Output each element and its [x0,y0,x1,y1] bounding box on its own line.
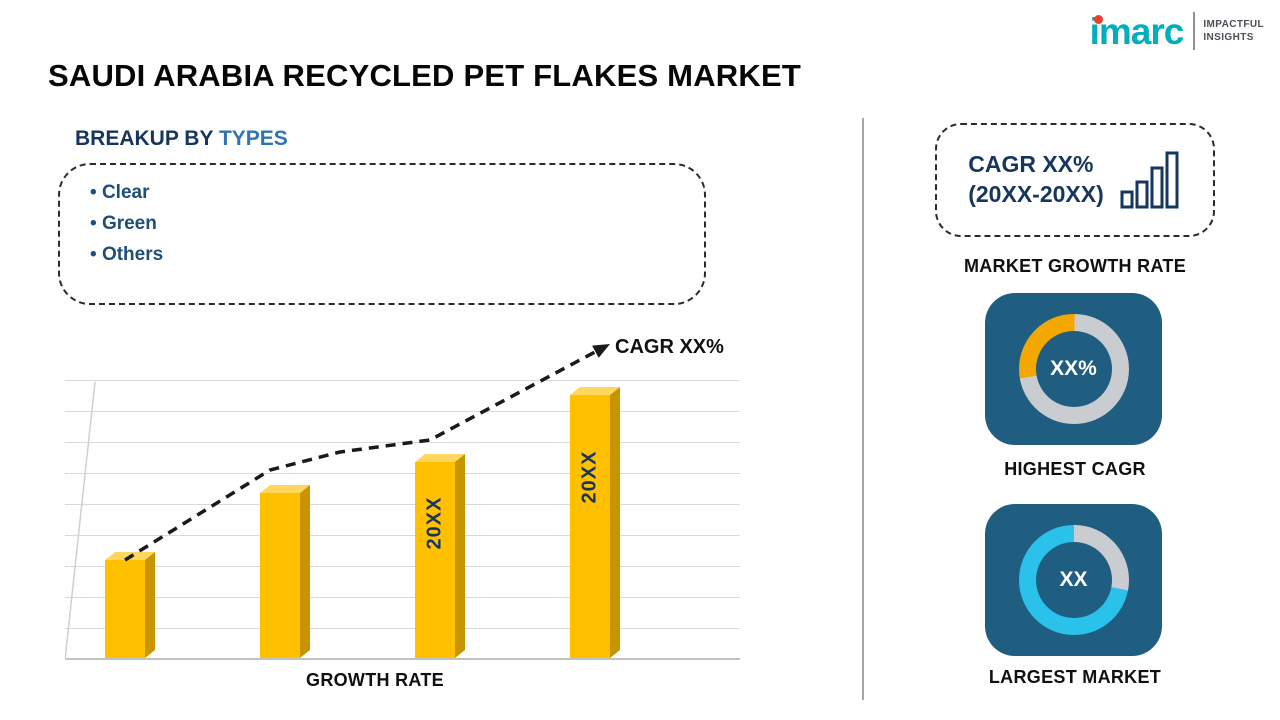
breakup-heading-prefix: BREAKUP BY [75,127,214,150]
donut-value: XX% [1050,357,1097,380]
cagr-annotation: CAGR XX% [615,336,724,358]
bar: 20XX [415,462,455,658]
bar-chart-icon [1120,151,1179,209]
list-item: Green [90,208,674,239]
largest-market-label: LARGEST MARKET [988,667,1162,687]
tagline-line2: INSIGHTS [1203,32,1254,43]
highest-cagr-card: XX% [985,293,1162,445]
market-growth-box: CAGR XX% (20XX-20XX) [935,123,1215,237]
breakup-heading-highlight: TYPES [218,127,288,150]
logo-divider [1193,12,1196,50]
breakup-types-box: Clear Green Others [58,163,706,305]
page-title: SAUDI ARABIA RECYCLED PET FLAKES MARKET [48,58,801,93]
donut-chart: XX% [1018,314,1129,424]
largest-market-card: XX [985,504,1162,656]
chart-grid: 20XX 20XX [65,380,740,660]
x-axis-label: GROWTH RATE [306,670,444,690]
donut-value: XX [1059,568,1088,591]
logo-tagline: IMPACTFUL INSIGHTS [1203,18,1264,44]
market-growth-rate-label: MARKET GROWTH RATE [963,256,1187,276]
imarc-brand-text: imarc [1089,10,1185,52]
brand-red-dot-icon [1093,14,1103,24]
bar [260,493,300,658]
donut-chart: XX [1018,525,1129,635]
trend-arrow-icon [65,344,610,661]
tagline-line1: IMPACTFUL [1203,19,1264,30]
highest-cagr-label: HIGHEST CAGR [1004,459,1146,479]
growth-rate-chart: 20XX 20XX CAGR XX% GROWTH RATE [65,330,755,698]
list-item: Clear [90,177,674,208]
breakup-heading: BREAKUP BY TYPES [75,127,288,151]
imarc-logo: imarc IMPACTFUL INSIGHTS [1090,12,1264,50]
market-growth-text: CAGR XX% (20XX-20XX) [968,150,1104,210]
section-divider [862,118,864,700]
cagr-line2: (20XX-20XX) [968,181,1104,207]
brand-wordmark: imarc [1089,10,1185,52]
list-item: Others [90,239,674,270]
bar: 20XX [570,395,610,658]
bar [105,560,145,658]
cagr-line1: CAGR XX% [968,151,1094,178]
